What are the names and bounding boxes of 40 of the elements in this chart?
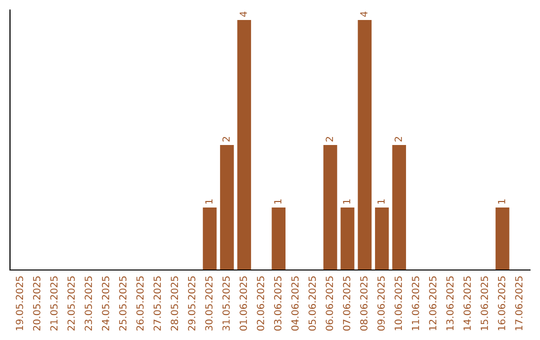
x-tick-label: 15.06.2025 [480,276,488,330]
x-tick-label: 17.06.2025 [515,276,522,330]
x-tick-label: 29.05.2025 [188,276,196,331]
x-tick-label: 12.06.2025 [429,276,436,330]
x-tick-label: 19.05.2025 [16,276,24,330]
x-tick-label: 01.06.2025 [240,276,247,331]
data-label: 2 [222,137,230,142]
data-label: 1 [274,199,282,204]
x-tick-label: 13.06.2025 [446,276,454,330]
x-tick-label: 05.06.2025 [308,276,316,331]
data-label: 1 [378,199,385,204]
x-tick-label: 22.05.2025 [67,276,75,331]
x-tick-label: 26.05.2025 [136,276,144,331]
x-tick-label: 08.06.2025 [360,276,368,331]
x-tick-label: 06.06.2025 [326,276,334,331]
data-label: 4 [360,12,368,17]
x-tick-label: 21.05.2025 [50,276,58,331]
x-tick-label: 10.06.2025 [394,276,402,330]
x-tick-label: 02.06.2025 [256,276,264,331]
x-tick-label: 04.06.2025 [291,276,299,331]
x-tick-label: 11.06.2025 [412,276,420,330]
x-tick-label: 23.05.2025 [84,276,92,331]
x-tick-label: 03.06.2025 [274,276,282,331]
x-tick-label: 25.05.2025 [119,276,126,331]
x-tick-label: 24.05.2025 [102,276,110,331]
data-label: 2 [326,137,333,142]
x-tick-label: 07.06.2025 [342,276,350,331]
data-label: 1 [498,199,506,204]
data-label: 1 [343,199,350,204]
x-tick-label: 20.05.2025 [33,276,40,331]
x-tick-label: 28.05.2025 [170,276,178,331]
x-tick-label: 14.06.2025 [463,276,471,330]
x-tick-label: 16.06.2025 [498,276,506,330]
data-label: 4 [240,12,247,17]
x-tick-label: 27.05.2025 [154,276,161,331]
data-label: 1 [205,199,212,204]
x-tick-label: 31.05.2025 [222,276,230,330]
x-tick-label: 09.06.2025 [377,276,385,331]
data-label: 2 [394,137,402,142]
x-tick-label: 30.05.2025 [205,276,213,330]
